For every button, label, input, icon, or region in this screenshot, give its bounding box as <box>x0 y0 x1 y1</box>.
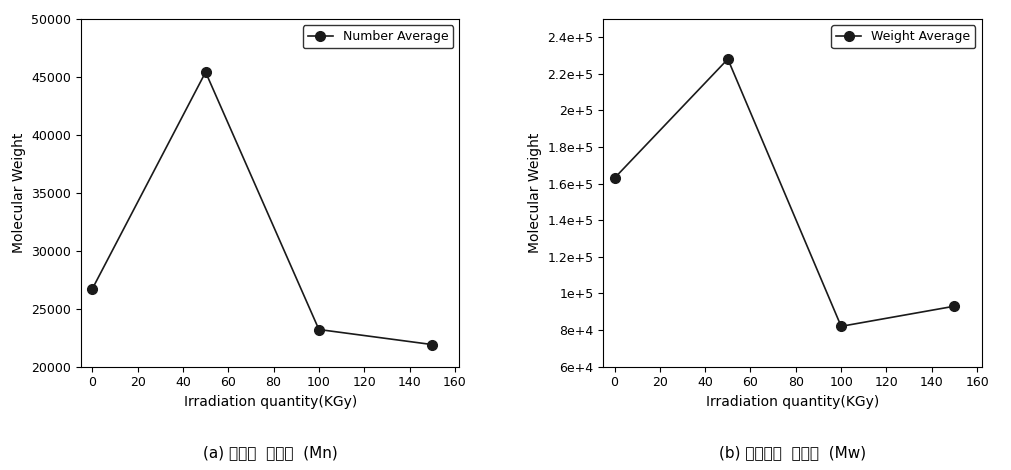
Line: Weight Average: Weight Average <box>609 54 958 331</box>
Text: (b) 중량평균  분자량  (Mw): (b) 중량평균 분자량 (Mw) <box>718 446 865 461</box>
X-axis label: Irradiation quantity(KGy): Irradiation quantity(KGy) <box>705 395 879 409</box>
Number Average <box>86 286 98 292</box>
X-axis label: Irradiation quantity(KGy): Irradiation quantity(KGy) <box>183 395 357 409</box>
Y-axis label: Molecular Weight: Molecular Weight <box>12 133 25 253</box>
Weight Average <box>834 323 846 329</box>
Weight Average <box>947 303 959 309</box>
Legend: Weight Average: Weight Average <box>830 25 975 48</box>
Number Average <box>426 342 438 347</box>
Line: Number Average: Number Average <box>87 67 437 349</box>
Number Average <box>199 69 211 75</box>
Number Average <box>312 327 325 332</box>
Y-axis label: Molecular Weight: Molecular Weight <box>527 133 541 253</box>
Weight Average <box>721 56 733 62</box>
Legend: Number Average: Number Average <box>302 25 453 48</box>
Weight Average <box>608 175 620 181</box>
Text: (a) 수평균  분자량  (Mn): (a) 수평균 분자량 (Mn) <box>202 446 338 461</box>
